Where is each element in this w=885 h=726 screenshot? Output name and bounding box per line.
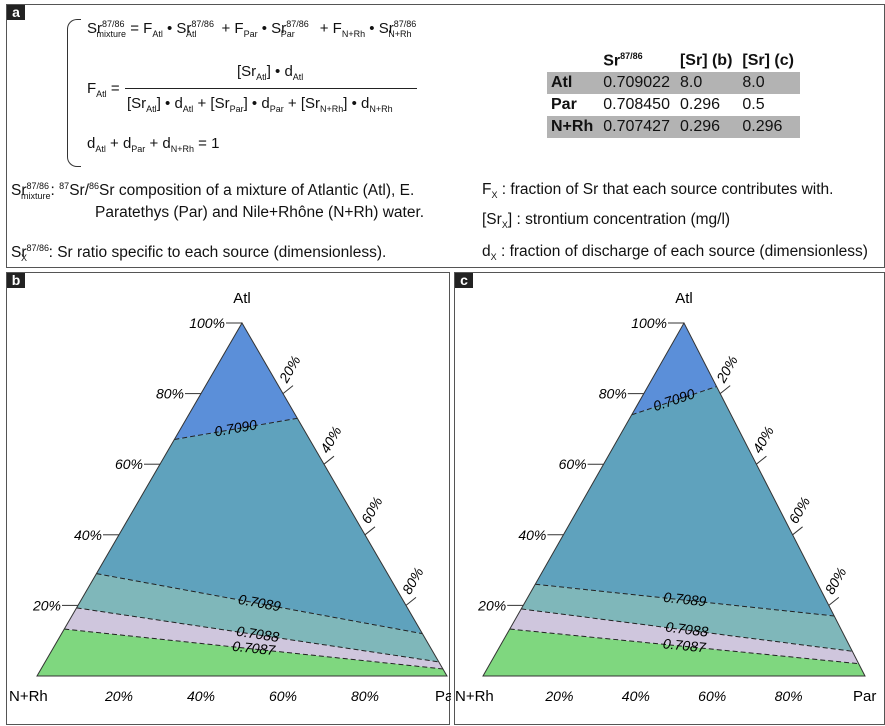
fraction-denominator: [SrAtl] • dAtl + [SrPar] • dPar + [SrN+R… (127, 95, 393, 114)
contour-label-0.7088: 0.7088 (665, 618, 710, 639)
table-row: N+Rh 0.707427 0.296 0.296 (547, 116, 800, 138)
band-below-0.7087 (483, 629, 865, 676)
panel-b: b 0.7090 0.7089 0.7088 0.7087 20% 40% 60% 80% 10… (6, 272, 451, 725)
table-header-row: Sr87/86 [Sr] (b) [Sr] (c) (547, 50, 800, 72)
bottom-tick-label: 20% (104, 688, 133, 704)
right-tick-line (828, 597, 840, 606)
header-sr-c: [Sr] (c) (742, 52, 794, 69)
right-tick-label: 60% (785, 494, 813, 526)
band-0.7087-0.7088 (64, 607, 443, 669)
left-tick-label: 80% (599, 386, 627, 402)
right-tick-label: 40% (317, 423, 345, 455)
bottom-tick-label: 80% (775, 688, 803, 704)
right-tick-label: 80% (822, 565, 850, 597)
panel-c: c 0.7090 0.7089 0.7088 0.7087 20% 40% 60% 80% 10… (454, 272, 885, 725)
right-tick-label: 20% (275, 353, 303, 386)
band-0.7087-0.7088 (509, 608, 859, 664)
header-sr-ratio: Sr87/86 (603, 51, 643, 70)
bottom-tick-label: 40% (187, 688, 215, 704)
right-tick-line (719, 385, 731, 394)
fraction-equation: FAtl = (87, 80, 120, 99)
vertex-label-nrh: N+Rh (455, 688, 494, 705)
definition-ratio: Sr87/86X : Sr ratio specific to each sou… (11, 243, 387, 264)
band-0.7089-0.7090 (96, 418, 423, 634)
vertex-label-par: Par (435, 688, 451, 705)
ternary-plot-c: 0.70900.70890.70880.708720%40%60%80%100%… (455, 290, 876, 705)
definition-dx: dX : fraction of discharge of each sourc… (482, 243, 868, 263)
panel-c-label: c (455, 273, 473, 288)
left-tick-label: 60% (115, 456, 143, 472)
fraction-bar (125, 88, 417, 89)
vertex-label-atl: Atl (233, 290, 251, 307)
table-row: Par 0.708450 0.296 0.5 (551, 96, 765, 113)
source-table: Sr87/86 [Sr] (b) [Sr] (c) Atl 0.709022 8… (547, 50, 800, 138)
left-tick-label: 60% (559, 456, 587, 472)
bottom-tick-label: 80% (351, 688, 379, 704)
band-0.7088-0.7089 (521, 584, 853, 652)
right-tick-line (282, 385, 294, 394)
contour-label-0.7089: 0.7089 (237, 591, 282, 615)
contour-line-0.7090 (174, 417, 298, 440)
table-row: Atl 0.709022 8.0 8.0 (547, 72, 800, 94)
bottom-tick-label: 60% (698, 688, 726, 704)
header-sr-b: [Sr] (b) (679, 52, 733, 69)
contour-label-0.7087: 0.7087 (232, 638, 277, 659)
contour-line-0.7089 (96, 573, 423, 635)
bottom-tick-label: 20% (544, 688, 573, 704)
vertex-label-atl: Atl (675, 290, 693, 307)
contour-label-0.7087: 0.7087 (662, 635, 707, 655)
right-tick-label: 80% (399, 565, 427, 597)
panel-b-label: b (7, 273, 25, 288)
left-tick-label: 20% (32, 597, 61, 613)
contour-line-0.7087 (509, 628, 859, 665)
band-below-0.7087 (37, 629, 447, 676)
mixing-equation: Sr87/86mixture = FAtl • Sr87/86Atl + FPa… (87, 19, 417, 39)
panel-a-label: a (7, 5, 25, 20)
definition-fx: FX : fraction of Sr that each source con… (482, 181, 834, 201)
triangle-outline (36, 322, 448, 677)
right-tick-line (364, 526, 376, 536)
definition-mixture: Sr87/86mixture: 87Sr/86Sr composition of… (11, 181, 415, 202)
right-tick-label: 20% (712, 353, 740, 386)
contour-line-0.7088 (76, 607, 439, 663)
contour-label-0.7088: 0.7088 (235, 623, 280, 645)
fraction-numerator: [SrAtl] • dAtl (237, 63, 304, 82)
right-tick-label: 40% (749, 423, 777, 455)
band-0.7088-0.7089 (76, 573, 439, 662)
definition-mixture-cont: Paratethys (Par) and Nile+Rhône (N+Rh) w… (95, 204, 425, 221)
vertex-label-par: Par (853, 688, 876, 705)
panel-a: a Sr87/86mixture = FAtl • Sr87/86Atl + F… (6, 4, 885, 268)
contour-line-0.7090 (631, 386, 717, 416)
equation-brace (67, 19, 81, 167)
bottom-tick-label: 40% (622, 688, 650, 704)
right-tick-line (323, 455, 335, 465)
band-0.7089-0.7090 (535, 386, 835, 616)
right-tick-line (405, 597, 417, 606)
triangle-outline (482, 321, 866, 677)
bottom-tick-label: 60% (269, 688, 297, 704)
contour-line-0.7089 (535, 583, 835, 617)
right-tick-line (756, 455, 767, 465)
vertex-label-nrh: N+Rh (9, 688, 48, 705)
left-tick-label: 20% (477, 597, 506, 613)
right-tick-line (792, 526, 803, 536)
contour-label-0.7090: 0.7090 (213, 416, 258, 439)
discharge-sum-equation: dAtl + dPar + dN+Rh = 1 (87, 135, 220, 154)
left-tick-label: 80% (156, 386, 184, 402)
contour-label-0.7089: 0.7089 (663, 589, 707, 609)
left-tick-label: 40% (74, 527, 102, 543)
left-tick-label: 100% (631, 315, 667, 331)
definition-srx: [SrX] : strontium concentration (mg/l) (482, 211, 731, 231)
left-tick-label: 40% (518, 527, 546, 543)
band-above-0.7090 (174, 323, 298, 440)
right-tick-label: 60% (358, 494, 386, 526)
left-tick-label: 100% (189, 315, 225, 331)
